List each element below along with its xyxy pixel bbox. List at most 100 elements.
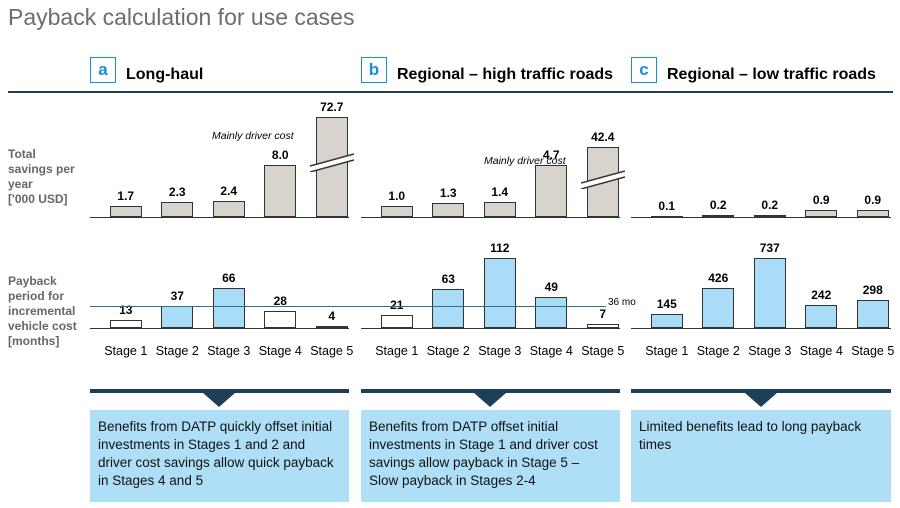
payback-bar <box>109 320 142 328</box>
savings-value-label: 72.7 <box>320 100 344 114</box>
payback-value-label: 426 <box>708 270 729 285</box>
savings-bar <box>805 209 838 217</box>
savings-value-label: 0.1 <box>658 198 676 213</box>
savings-bar <box>380 205 413 217</box>
payback-bar <box>483 258 516 328</box>
payback-value-label: 4 <box>328 308 336 323</box>
payback-label-line: incremental <box>8 304 76 318</box>
savings-value-label: 42.4 <box>591 130 615 144</box>
panel-c-arrow-icon <box>745 393 777 407</box>
savings-bar <box>535 165 568 217</box>
panel-c-band <box>631 389 891 393</box>
payback-value-label: 242 <box>811 288 832 302</box>
payback-bar <box>264 311 297 328</box>
chart-baseline <box>361 328 620 329</box>
payback-row-label: Payback period for incremental vehicle c… <box>8 274 77 349</box>
payback-value-label: 37 <box>170 288 184 303</box>
panel-a-band <box>90 389 349 393</box>
stage-label: Stage 3 <box>478 344 522 358</box>
chart-baseline <box>631 217 891 218</box>
chart-baseline <box>361 217 620 218</box>
payback-value-label: 28 <box>273 294 287 309</box>
panel-b-band <box>361 389 620 393</box>
savings-label-line: ['000 USD] <box>8 192 68 206</box>
savings-bar <box>483 201 516 217</box>
payback-bar <box>650 314 683 328</box>
payback-bar <box>535 297 568 328</box>
payback-bar <box>212 288 245 328</box>
stage-label: Stage 1 <box>104 344 148 358</box>
panel-b-annotation: Mainly driver cost <box>484 155 566 167</box>
payback-value-label: 49 <box>544 280 558 295</box>
stage-label: Stage 2 <box>155 344 199 358</box>
savings-value-label: 0.9 <box>812 192 830 207</box>
chart-baseline <box>631 328 891 329</box>
axis-break-icon <box>309 153 354 172</box>
panel-c-letter: c <box>631 57 657 83</box>
panel-a-title: Long-haul <box>126 66 204 83</box>
savings-value-label: 2.3 <box>168 185 186 200</box>
savings-value-label: 1.4 <box>491 184 509 199</box>
payback-value-label: 145 <box>656 297 677 312</box>
savings-value-label: 0.2 <box>709 198 727 213</box>
panel-a-annotation: Mainly driver cost <box>212 130 294 142</box>
panel-b-letter: b <box>361 57 387 83</box>
savings-value-label: 4.7 <box>542 148 560 162</box>
savings-bar <box>753 215 786 218</box>
payback-value-label: 66 <box>222 271 236 285</box>
payback-value-label: 7 <box>599 306 607 321</box>
payback-label-line: period for <box>8 289 64 303</box>
savings-bar <box>856 209 889 217</box>
payback-value-label: 737 <box>759 241 780 255</box>
payback-bar <box>161 305 194 328</box>
savings-bar <box>212 201 245 217</box>
panel-b-summary: Benefits from DATP offset initial invest… <box>361 410 620 502</box>
reference-line <box>90 306 606 308</box>
savings-bar <box>264 165 297 217</box>
stage-label: Stage 5 <box>851 344 895 358</box>
payback-bar <box>805 305 838 328</box>
panel-a-summary: Benefits from DATP quickly offset initia… <box>90 410 349 502</box>
savings-value-label: 2.4 <box>220 184 238 199</box>
payback-value-label: 112 <box>490 241 510 255</box>
payback-bar <box>753 258 786 328</box>
savings-bar <box>432 202 465 217</box>
savings-value-label: 1.0 <box>388 188 406 203</box>
payback-bar <box>315 325 348 328</box>
stage-label: Stage 5 <box>310 344 354 358</box>
savings-label-line: savings per <box>8 162 75 176</box>
page-title: Payback calculation for use cases <box>8 4 355 30</box>
payback-label-line: [months] <box>8 334 60 348</box>
payback-label-line: vehicle cost <box>8 319 77 333</box>
stage-label: Stage 1 <box>645 344 689 358</box>
savings-value-label: 0.9 <box>864 192 882 207</box>
savings-label-line: year <box>8 177 33 191</box>
payback-value-label: 21 <box>390 297 404 312</box>
header-rule <box>8 91 893 93</box>
chart-baseline <box>90 217 349 218</box>
panel-a-arrow-icon <box>203 393 235 407</box>
stage-label: Stage 2 <box>426 344 470 358</box>
panel-b-title: Regional – high traffic roads <box>397 66 614 83</box>
stage-label: Stage 2 <box>696 344 740 358</box>
savings-value-label: 1.3 <box>439 185 457 200</box>
panel-c-summary: Limited benefits lead to long payback ti… <box>631 410 891 502</box>
stage-label: Stage 4 <box>529 344 573 358</box>
stage-label: Stage 3 <box>748 344 792 358</box>
payback-bar <box>702 287 735 328</box>
reference-line-label: 36 mo <box>608 297 636 308</box>
savings-value-label: 8.0 <box>271 148 289 162</box>
savings-value-label: 1.7 <box>117 188 135 203</box>
payback-value-label: 298 <box>862 282 883 297</box>
payback-bar <box>432 288 465 328</box>
payback-label-line: Payback <box>8 274 57 288</box>
payback-bar <box>586 323 619 328</box>
savings-bar <box>161 202 194 217</box>
chart-baseline <box>90 328 349 329</box>
payback-bar <box>856 299 889 328</box>
axis-break-icon <box>580 169 625 189</box>
savings-bar <box>702 215 735 218</box>
charts-area: 1.7 2.3 2.4 8.0 72.7 1.0 1.3 1.4 4.7 42.4 0.1 0.2 0.… <box>90 100 895 358</box>
savings-value-label: 0.2 <box>761 198 779 213</box>
stage-label: Stage 5 <box>581 344 625 358</box>
